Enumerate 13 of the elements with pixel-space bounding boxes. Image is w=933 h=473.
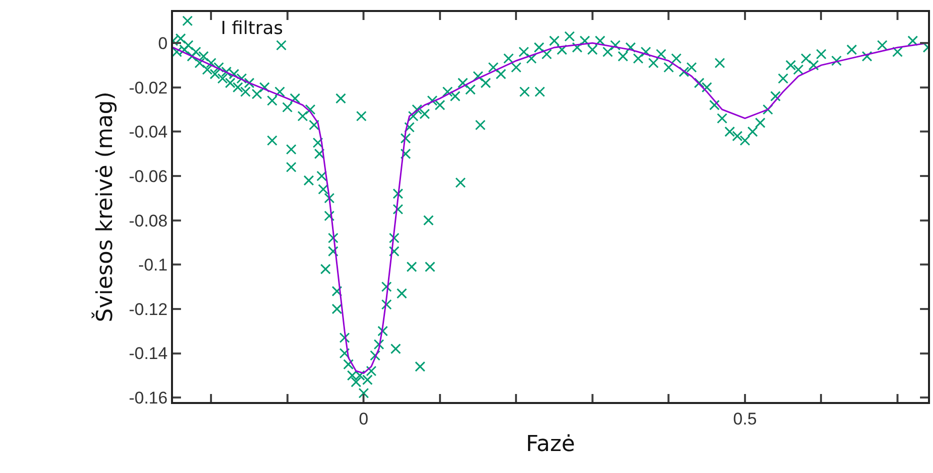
y-tick-label: -0.04 xyxy=(128,122,168,142)
x-axis-title: Fazė xyxy=(526,432,576,457)
y-tick-label: -0.14 xyxy=(128,344,168,364)
y-tick-label: -0.06 xyxy=(128,166,168,186)
y-tick-label: -0.02 xyxy=(128,78,168,98)
y-tick-label: -0.1 xyxy=(138,256,168,275)
y-tick-label: -0.16 xyxy=(128,388,168,408)
x-tick-label: 0.5 xyxy=(733,409,757,428)
y-tick-label: 0 xyxy=(158,34,168,53)
chart-title: I filtras xyxy=(220,18,284,39)
y-axis-title: Šviesos kreivė (mag) xyxy=(91,92,118,322)
y-tick-label: -0.12 xyxy=(128,300,168,319)
y-tick-label: -0.08 xyxy=(128,211,168,230)
